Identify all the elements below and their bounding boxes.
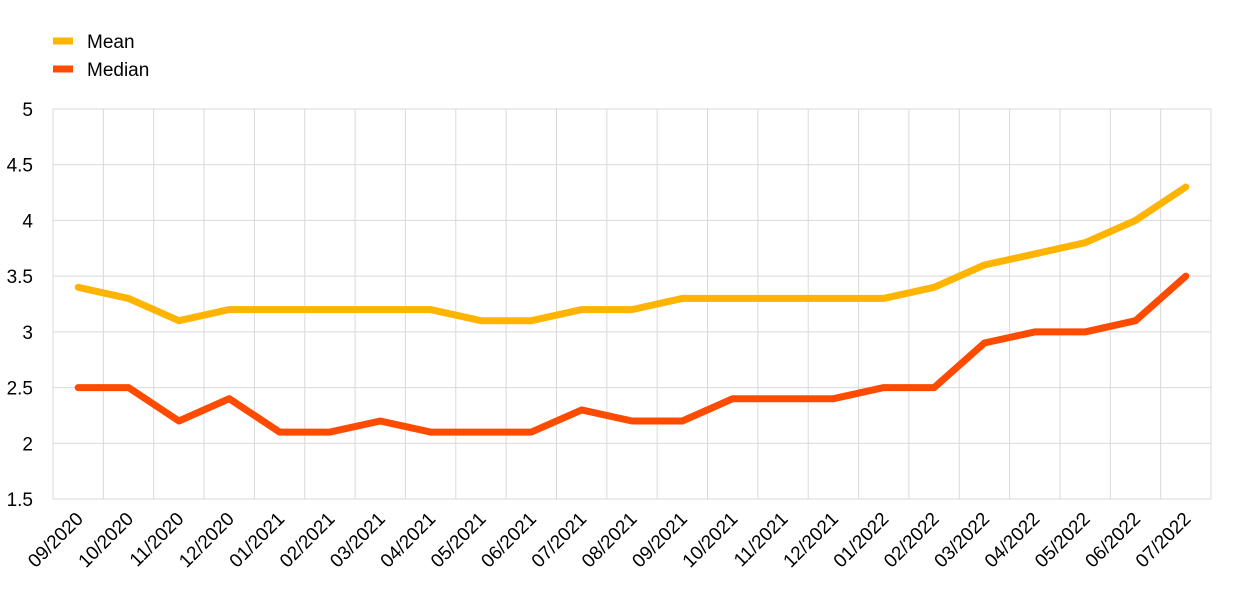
x-tick-label: 08/2021 (578, 509, 641, 572)
x-tick-label: 07/2021 (528, 509, 591, 572)
x-tick-label: 02/2022 (880, 509, 943, 572)
y-tick-label: 3 (22, 323, 33, 344)
x-tick-label: 06/2021 (477, 509, 540, 572)
y-tick-label: 5 (22, 100, 33, 121)
x-tick-label: 04/2021 (377, 509, 440, 572)
x-tick-label: 10/2021 (679, 509, 742, 572)
x-tick-label: 04/2022 (981, 509, 1044, 572)
x-tick-label: 09/2020 (24, 509, 87, 572)
y-axis-ticks: 1.5 2 2.5 3 3.5 4 4.5 5 (7, 100, 34, 511)
x-tick-label: 02/2021 (276, 509, 339, 572)
series-line-mean (74, 183, 1190, 325)
y-tick-label: 2.5 (7, 379, 33, 400)
grid (52, 108, 1212, 500)
y-tick-label: 2 (22, 434, 33, 455)
x-tick-label: 06/2022 (1082, 509, 1145, 572)
legend-label-mean: Mean (87, 32, 135, 53)
y-tick-label: 1.5 (7, 490, 33, 511)
x-tick-label: 09/2021 (628, 509, 691, 572)
x-tick-label: 01/2021 (226, 509, 289, 572)
x-tick-label: 10/2020 (75, 509, 138, 572)
y-tick-label: 4.5 (7, 156, 33, 177)
x-tick-label: 05/2022 (1031, 509, 1094, 572)
x-tick-label: 12/2021 (780, 509, 843, 572)
x-tick-label: 01/2022 (830, 509, 893, 572)
series-lines (74, 183, 1190, 436)
series-line-median (74, 272, 1190, 436)
x-tick-label: 12/2020 (175, 509, 238, 572)
x-tick-label: 05/2021 (427, 509, 490, 572)
x-tick-label: 03/2021 (326, 509, 389, 572)
legend: Mean Median (53, 32, 149, 81)
x-tick-label: 07/2022 (1132, 509, 1195, 572)
x-axis-ticks: 09/202010/202011/202012/202001/202102/20… (24, 509, 1195, 572)
x-tick-label: 03/2022 (931, 509, 994, 572)
y-tick-label: 3.5 (7, 267, 33, 288)
legend-label-median: Median (87, 60, 149, 81)
y-tick-label: 4 (22, 211, 33, 232)
